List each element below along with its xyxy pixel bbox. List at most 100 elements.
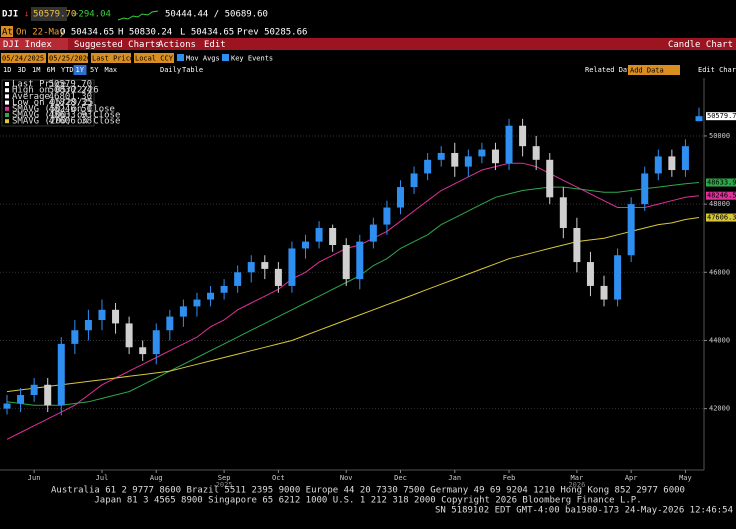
frequency[interactable]: Daily <box>160 66 181 74</box>
menu-item[interactable]: Suggested Charts <box>74 40 161 50</box>
last-box <box>31 7 67 21</box>
value-tag-label: 50579.70 <box>707 112 736 120</box>
value-tag-label: 48246.50 <box>707 192 736 200</box>
end-date[interactable]: 05/25/2026 <box>49 55 91 63</box>
value-tag <box>706 112 736 121</box>
candle-body <box>478 149 486 157</box>
end-field[interactable] <box>48 53 88 63</box>
currency-select[interactable] <box>134 53 174 63</box>
at-box <box>1 26 13 37</box>
period-button[interactable]: YTD <box>61 66 74 74</box>
candle-body <box>491 149 499 164</box>
candle-body <box>84 320 92 331</box>
start-field[interactable] <box>1 53 46 63</box>
candle-body <box>614 255 622 300</box>
candle-body <box>261 262 269 269</box>
menu-item[interactable]: Actions <box>158 40 196 50</box>
x-tick-label: Nov <box>340 474 353 482</box>
add-data[interactable]: Add Data <box>630 67 664 75</box>
legend-label: High on 05/22/26 <box>12 86 99 96</box>
candle-body <box>695 116 703 122</box>
candle-body <box>17 395 25 404</box>
legend-swatch <box>5 113 9 117</box>
ticker: DJI <box>2 10 18 20</box>
candle-body <box>573 227 581 263</box>
legend-value: 48633.93 <box>49 111 92 121</box>
edit-chart[interactable]: Edit Chart <box>698 66 736 74</box>
x-tick-label: Mar <box>571 474 584 482</box>
candle-body <box>586 262 594 286</box>
x-tick-label: Jan <box>448 474 461 482</box>
x-tick-label: Jun <box>28 474 41 482</box>
candle-body <box>424 159 432 174</box>
y-tick-label: 46000 <box>709 268 730 276</box>
start-date[interactable]: 05/24/2025 <box>2 55 44 63</box>
value-tag-label: 48633.93 <box>707 179 736 187</box>
x-tick-label: May <box>679 474 692 482</box>
period-active <box>73 65 87 75</box>
candle-body <box>464 156 472 167</box>
low: L 50434.65 <box>180 28 234 38</box>
field-select[interactable] <box>91 53 131 63</box>
period-button[interactable]: 6M <box>47 66 55 74</box>
candle-body <box>437 152 445 160</box>
table-button[interactable]: Table <box>182 66 203 74</box>
year-label: 2025 <box>216 481 233 489</box>
candle-body <box>193 299 201 307</box>
candle-body <box>139 347 147 355</box>
candle-body <box>329 227 337 246</box>
legend-label: Average <box>12 92 50 102</box>
field[interactable]: Last Price <box>92 55 134 63</box>
y-tick-label: 48000 <box>709 200 730 208</box>
checkbox[interactable] <box>177 54 184 61</box>
candle-body <box>668 156 676 171</box>
legend-value: 46801.30 <box>49 92 92 102</box>
candle-body <box>356 241 364 280</box>
option[interactable]: Mov Avgs <box>186 55 220 63</box>
prev: Prev 50285.66 <box>237 28 307 38</box>
checkbox[interactable] <box>222 54 229 61</box>
legend-value: 50579.70 <box>49 80 92 90</box>
legend-swatch <box>5 82 9 86</box>
x-tick-label: Apr <box>625 474 638 482</box>
net-change: +294.04 <box>73 10 111 20</box>
candle-body <box>559 197 567 228</box>
candle-body <box>519 125 527 147</box>
candle-body <box>179 306 187 317</box>
period-button[interactable]: 3D <box>18 66 26 74</box>
legend-value: 47606.38 <box>49 117 92 127</box>
value-tag <box>706 191 736 200</box>
candle-body <box>288 248 296 286</box>
candle-body <box>57 343 65 406</box>
footer: Australia 61 2 9777 8600 Brazil 5511 239… <box>51 486 733 516</box>
period-button[interactable]: 1Y <box>76 66 85 74</box>
candle-body <box>220 285 228 293</box>
related-data[interactable]: Related Data <box>585 66 636 74</box>
menu-bar <box>0 38 736 50</box>
legend-swatch <box>5 94 9 99</box>
footer-line: SN 5189102 EDT GMT-4:00 ba1980-173 24-Ma… <box>435 506 733 516</box>
x-tick-label: Feb <box>503 474 516 482</box>
period-button[interactable]: 5Y <box>90 66 99 74</box>
menu-item[interactable]: Edit <box>204 40 226 50</box>
period-button[interactable]: 1D <box>3 66 11 74</box>
security[interactable]: DJI Index <box>3 40 52 50</box>
candle-body <box>302 241 310 249</box>
period-button[interactable]: 1M <box>32 66 40 74</box>
sparkline <box>117 10 159 21</box>
candle-body <box>44 384 52 406</box>
view-name: Candle Chart <box>668 40 733 50</box>
moving-average <box>6 217 700 393</box>
currency[interactable]: Local CCY <box>135 55 174 63</box>
security-box[interactable] <box>0 38 68 50</box>
trade-date: On 22-May <box>16 28 65 38</box>
candle-body <box>234 272 242 286</box>
candle-body <box>654 156 662 174</box>
candle-body <box>451 152 459 167</box>
candle-body <box>396 187 404 208</box>
open: O 50434.65 <box>60 28 114 38</box>
add-data-field[interactable] <box>628 65 680 75</box>
legend-label: Last Price <box>12 80 66 90</box>
period-button[interactable]: Max <box>105 66 118 74</box>
option[interactable]: Key Events <box>231 55 273 63</box>
